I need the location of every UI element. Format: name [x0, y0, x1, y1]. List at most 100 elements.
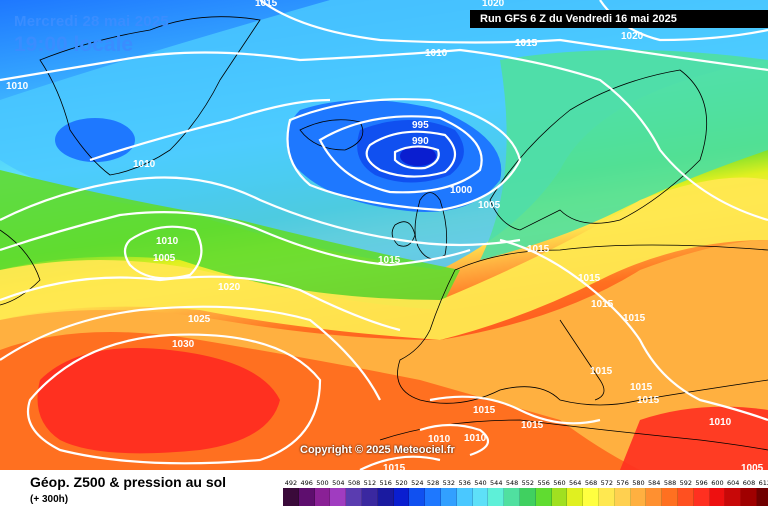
legend-value: 524 [411, 479, 424, 487]
label-995: 995 [412, 120, 429, 131]
isobar-1015-europe [499, 238, 768, 422]
forecast-lead-time: (+ 300h) [30, 494, 69, 505]
legend-cell: 572 [598, 479, 615, 506]
label-1020-atl: 1020 [218, 282, 241, 293]
label-1015-eu2: 1015 [591, 299, 614, 310]
legend-value: 564 [569, 479, 582, 487]
legend-cell: 564 [567, 479, 584, 506]
legend-value: 572 [600, 479, 614, 487]
legend-value: 608 [742, 479, 756, 487]
label-1010-green: 1010 [133, 159, 156, 170]
copyright-notice: Copyright © 2025 Meteociel.fr [300, 444, 455, 456]
legend-cell: 604 [725, 479, 742, 506]
label-1015-med2: 1015 [521, 420, 544, 431]
legend-swatch [662, 488, 678, 506]
legend-cell: 524 [409, 479, 426, 506]
legend-value: 536 [458, 479, 471, 487]
europe-coast [397, 244, 768, 406]
isobar-1025 [0, 305, 381, 401]
legend-swatch [346, 488, 362, 506]
legend-swatch [283, 488, 299, 506]
product-title: Géop. Z500 & pression au sol [30, 474, 227, 490]
legend-value: 540 [474, 479, 487, 487]
scandinavia-coast [489, 69, 708, 231]
legend-cell: 540 [472, 479, 489, 506]
legend-value: 492 [284, 479, 298, 487]
legend-swatch [361, 488, 378, 506]
legend-cell: 612 [756, 479, 768, 506]
north-america-coast [0, 229, 41, 306]
isobar-1010-green [89, 98, 331, 162]
label-1005-se: 1005 [741, 463, 764, 470]
legend-swatch [298, 488, 315, 506]
legend-swatch [409, 488, 426, 506]
label-1010-east: 1010 [709, 417, 732, 428]
legend-cell: 528 [425, 479, 441, 506]
legend-value: 552 [521, 479, 535, 487]
z500-band-green-west [0, 170, 460, 310]
legend-value: 568 [584, 479, 598, 487]
uk-coast [414, 192, 448, 260]
label-1030: 1030 [172, 339, 195, 350]
label-1010-left: 1010 [6, 81, 29, 92]
legend-swatch [535, 488, 552, 506]
label-1010-med1: 1010 [428, 434, 451, 445]
label-990: 990 [412, 136, 429, 147]
legend-value: 556 [537, 479, 550, 487]
legend-swatch [519, 488, 536, 506]
label-1015-ns: 1015 [527, 244, 550, 255]
isobar-1005-ring [286, 98, 522, 212]
legend-value: 520 [395, 479, 408, 487]
label-1015-bottom: 1015 [383, 463, 406, 470]
label-1020-ne: 1020 [621, 31, 644, 42]
label-1025: 1025 [188, 314, 211, 325]
legend-swatch [377, 488, 394, 506]
legend-cell: 608 [741, 479, 757, 506]
legend-swatch [725, 488, 742, 506]
legend-cell: 588 [662, 479, 678, 506]
isobar-1030 [26, 333, 322, 465]
label-1020-top: 1020 [482, 0, 505, 9]
legend-cell: 544 [488, 479, 505, 506]
z500-band-red [37, 348, 280, 454]
legend-cell: 492 [283, 479, 299, 506]
label-1015-nw: 1015 [515, 38, 538, 49]
legend-swatch [598, 488, 615, 506]
legend-cell: 576 [614, 479, 631, 506]
legend-swatch [567, 488, 584, 506]
legend-cell: 600 [709, 479, 726, 506]
label-1015-eu3: 1015 [623, 313, 646, 324]
legend-cell: 508 [346, 479, 362, 506]
label-1010-atl: 1010 [156, 236, 179, 247]
legend-value: 512 [363, 479, 377, 487]
legend-cell: 504 [330, 479, 347, 506]
isobar-1015-atl [0, 211, 471, 267]
legend-value: 500 [316, 479, 329, 487]
label-1010-north: 1010 [425, 48, 448, 59]
legend-cell: 500 [314, 479, 331, 506]
isobar-1010-med [419, 423, 490, 457]
legend-swatch [630, 488, 647, 506]
label-1005-atl: 1005 [153, 253, 176, 264]
z500-core [400, 146, 436, 166]
legend-value: 560 [553, 479, 566, 487]
legend-swatch [551, 488, 568, 506]
greenland-coast [39, 16, 261, 176]
legend-value: 612 [758, 479, 768, 487]
isobar-995-ring [365, 130, 457, 178]
legend-value: 548 [505, 479, 519, 487]
legend-cell: 556 [535, 479, 552, 506]
legend-value: 596 [695, 479, 708, 487]
legend-cell: 512 [361, 479, 378, 506]
legend-swatch [472, 488, 489, 506]
isobar-1020-atl [0, 275, 401, 332]
iceland-coast [299, 119, 364, 151]
label-1015-eu4: 1015 [590, 366, 613, 377]
legend-value: 576 [616, 479, 629, 487]
legend-cell: 548 [504, 479, 520, 506]
label-1015-atl: 1015 [378, 255, 401, 266]
isobar-1000-ring [318, 115, 483, 194]
isobar-1015-med [429, 395, 601, 425]
legend-swatch [440, 488, 457, 506]
